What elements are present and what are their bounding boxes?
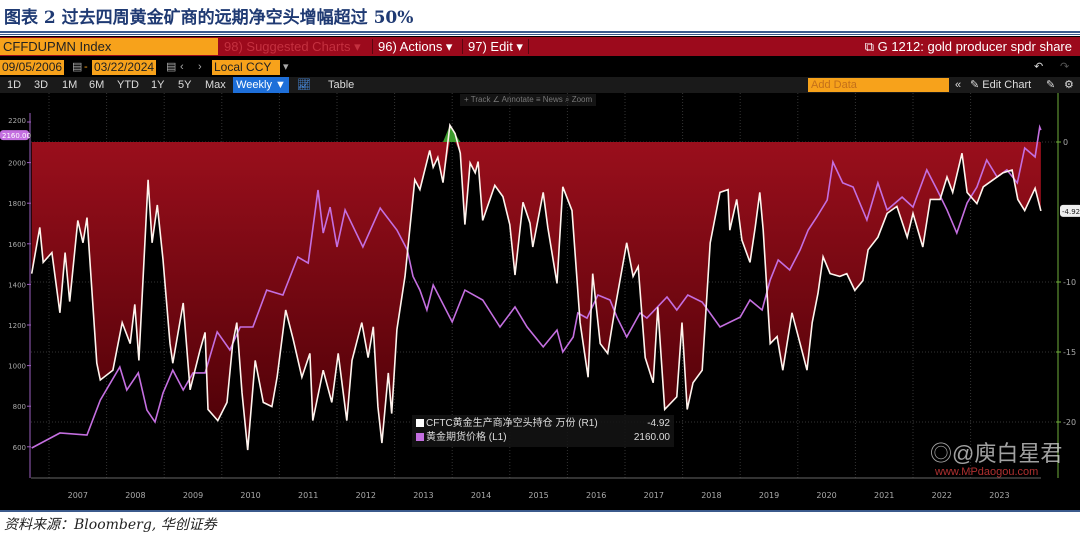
y-right-tick-label: -15: [1063, 348, 1076, 357]
x-tick-label: 2013: [413, 491, 433, 500]
y-left-tick-label: 1800: [8, 200, 26, 208]
period-1d[interactable]: 1D: [7, 79, 22, 91]
gear-icon[interactable]: ⚙: [1064, 79, 1074, 91]
line-chart-icon[interactable]: 📈︎: [297, 79, 311, 91]
figure-title: 图表 2 过去四周黄金矿商的远期净空头增幅超过 50%: [4, 8, 414, 28]
divider: [0, 510, 1080, 512]
suggested-charts-button[interactable]: 98) Suggested Charts ▾: [224, 39, 361, 54]
annotate-icon[interactable]: ✎: [1046, 79, 1056, 91]
x-tick-label: 2022: [932, 491, 952, 500]
x-tick-label: 2015: [528, 491, 548, 500]
legend-value: 2160.00: [633, 432, 670, 443]
legend-swatch: [416, 433, 424, 441]
x-tick-label: 2019: [759, 491, 779, 500]
watermark-handle: ◎@庾白星君: [930, 441, 1063, 466]
y-right-tick-label: 0: [1063, 138, 1068, 147]
x-tick-label: 2017: [644, 491, 664, 500]
x-tick-label: 2021: [874, 491, 894, 500]
table-button[interactable]: Table: [328, 79, 355, 91]
divider: [372, 39, 373, 54]
add-data-input[interactable]: Add Data: [808, 78, 949, 92]
x-tick-label: 2011: [298, 491, 318, 500]
x-tick-label: 2008: [125, 491, 145, 500]
x-tick-label: 2020: [816, 491, 836, 500]
y-left-tick-label: 600: [13, 444, 26, 452]
undo-icon[interactable]: ↶: [1034, 61, 1044, 73]
edit-menu[interactable]: 97) Edit ▾: [468, 39, 523, 54]
y-right-tick-label: -10: [1063, 278, 1076, 287]
y-left-tick-label: 1600: [8, 241, 26, 249]
period-1y[interactable]: 1Y: [151, 79, 165, 91]
next-arrow-icon[interactable]: ›: [198, 61, 202, 73]
period-3d[interactable]: 3D: [34, 79, 49, 91]
legend-item-position: CFTC黄金生产商净空头持仓 万份 (R1) -4.92: [416, 417, 670, 431]
last-value-tag-right-text: -4.92: [1062, 208, 1080, 216]
y-left-tick-label: 1400: [8, 281, 26, 289]
x-tick-label: 2014: [471, 491, 491, 500]
date-range-row: 09/05/2006 ▤ - 03/22/2024 ▤ ‹ › Local CC…: [0, 60, 1080, 76]
currency-select[interactable]: Local CCY: [212, 60, 280, 75]
series-line-gold-price: [31, 124, 1042, 449]
x-tick-label: 2016: [586, 491, 606, 500]
period-6m[interactable]: 6M: [89, 79, 105, 91]
source-note: 资料来源：Bloomberg, 华创证券: [4, 517, 217, 533]
negative-area-fill: [31, 142, 1041, 450]
period-1m[interactable]: 1M: [62, 79, 78, 91]
x-tick-label: 2010: [240, 491, 260, 500]
period-ytd[interactable]: YTD: [117, 79, 139, 91]
legend-value: -4.92: [647, 418, 670, 429]
edit-chart-button[interactable]: ✎ Edit Chart: [970, 77, 1031, 93]
ticker-input[interactable]: CFFDUPMN Index: [0, 38, 218, 55]
collapse-icon[interactable]: «: [955, 79, 962, 91]
legend-label: CFTC黄金生产商净空头持仓 万份 (R1): [426, 418, 598, 429]
actions-menu[interactable]: 96) Actions ▾: [378, 39, 453, 54]
x-tick-label: 2007: [68, 491, 88, 500]
y-left-tick-label: 2200: [8, 117, 26, 125]
legend-label: 黄金期货价格 (L1): [426, 432, 507, 443]
x-tick-label: 2018: [701, 491, 721, 500]
launch-title-text: G 1212: gold producer spdr share: [877, 39, 1072, 54]
date-separator: -: [84, 61, 88, 73]
divider: [0, 34, 1080, 35]
period-5y[interactable]: 5Y: [178, 79, 192, 91]
divider: [0, 31, 1080, 33]
y-right-tick-label: -20: [1063, 418, 1076, 427]
redo-icon[interactable]: ↷: [1060, 61, 1070, 73]
positive-area-fill: [31, 125, 1041, 142]
y-left-tick-label: 800: [13, 403, 26, 411]
divider: [462, 39, 463, 54]
y-left-tick-label: 1000: [8, 363, 26, 371]
end-date-input[interactable]: 03/22/2024: [92, 60, 157, 75]
last-value-tag-left: [0, 130, 29, 141]
y-left-tick-label: 1200: [8, 322, 26, 330]
last-value-tag-right: [1060, 204, 1080, 217]
period-row: 1D 3D 1M 6M YTD 1Y 5Y Max Weekly ▼ 📈︎ Ta…: [0, 77, 1080, 93]
chart-tools[interactable]: + Track ∠ Annotate ≡ News ⌕ Zoom: [460, 94, 597, 106]
pencil-icon: ✎: [970, 79, 983, 91]
x-tick-label: 2023: [989, 491, 1009, 500]
prev-arrow-icon[interactable]: ‹: [180, 61, 184, 73]
launch-title[interactable]: ⧉ G 1212: gold producer spdr share: [865, 38, 1072, 55]
legend-swatch: [416, 419, 424, 427]
calendar-icon[interactable]: ▤: [72, 61, 83, 73]
frequency-select[interactable]: Weekly ▼: [233, 77, 289, 93]
x-tick-label: 2012: [356, 491, 376, 500]
divider: [528, 39, 529, 54]
legend: CFTC黄金生产商净空头持仓 万份 (R1) -4.92 黄金期货价格 (L1)…: [412, 415, 674, 447]
edit-chart-label: Edit Chart: [982, 79, 1032, 91]
chevron-down-icon[interactable]: ▾: [283, 61, 289, 73]
command-bar: CFFDUPMN Index 98) Suggested Charts ▾ 96…: [0, 37, 1080, 56]
legend-item-gold: 黄金期货价格 (L1) 2160.00: [416, 431, 670, 445]
last-value-tag-left-text: 2160.00: [2, 132, 31, 140]
watermark-site: www.MPdaogou.com: [935, 466, 1039, 478]
y-left-tick-label: 2000: [8, 160, 26, 168]
x-tick-label: 2009: [183, 491, 203, 500]
series-line-net-short: [30, 122, 1042, 451]
launch-icon: ⧉: [864, 39, 878, 54]
calendar-icon[interactable]: ▤: [166, 61, 177, 73]
period-max[interactable]: Max: [205, 79, 226, 91]
start-date-input[interactable]: 09/05/2006: [0, 60, 65, 75]
